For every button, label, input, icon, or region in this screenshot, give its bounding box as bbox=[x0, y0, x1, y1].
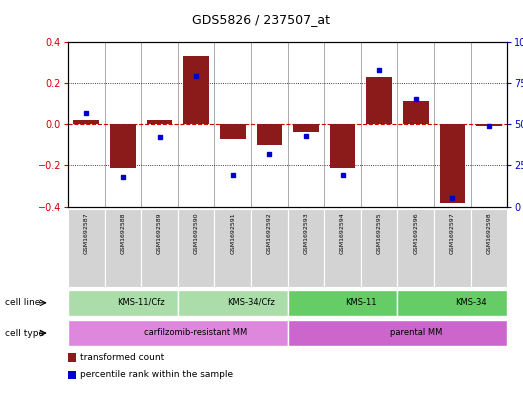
Bar bbox=[366, 77, 392, 124]
Bar bbox=[220, 124, 246, 139]
Text: KMS-11/Cfz: KMS-11/Cfz bbox=[117, 298, 165, 307]
Text: GSM1692590: GSM1692590 bbox=[194, 213, 199, 254]
Text: GSM1692597: GSM1692597 bbox=[450, 213, 455, 254]
Bar bbox=[68, 320, 288, 346]
Text: GSM1692591: GSM1692591 bbox=[230, 213, 235, 254]
Text: cell type: cell type bbox=[5, 329, 44, 338]
Text: parental MM: parental MM bbox=[390, 328, 442, 337]
Text: cell line: cell line bbox=[5, 298, 41, 307]
Bar bbox=[324, 209, 361, 287]
Bar bbox=[293, 124, 319, 132]
Text: GSM1692598: GSM1692598 bbox=[486, 213, 492, 254]
Text: KMS-34/Cfz: KMS-34/Cfz bbox=[227, 298, 275, 307]
Text: KMS-34: KMS-34 bbox=[455, 298, 486, 307]
Bar bbox=[68, 290, 178, 316]
Bar bbox=[397, 290, 507, 316]
Bar bbox=[403, 101, 429, 124]
Bar bbox=[68, 353, 76, 362]
Bar bbox=[288, 209, 324, 287]
Text: GSM1692595: GSM1692595 bbox=[377, 213, 382, 254]
Bar bbox=[105, 209, 141, 287]
Text: carfilzomib-resistant MM: carfilzomib-resistant MM bbox=[144, 328, 248, 337]
Bar bbox=[178, 209, 214, 287]
Bar bbox=[471, 209, 507, 287]
Bar bbox=[68, 209, 105, 287]
Bar bbox=[110, 124, 136, 167]
Bar bbox=[178, 290, 288, 316]
Bar bbox=[214, 209, 251, 287]
Bar bbox=[476, 124, 502, 126]
Bar bbox=[361, 209, 397, 287]
Bar bbox=[288, 320, 507, 346]
Bar bbox=[251, 209, 288, 287]
Bar bbox=[330, 124, 356, 167]
Text: GSM1692588: GSM1692588 bbox=[120, 213, 126, 254]
Text: GDS5826 / 237507_at: GDS5826 / 237507_at bbox=[192, 13, 331, 26]
Bar bbox=[439, 124, 465, 203]
Bar bbox=[73, 120, 99, 124]
Bar bbox=[257, 124, 282, 145]
Bar bbox=[288, 290, 397, 316]
Text: GSM1692594: GSM1692594 bbox=[340, 213, 345, 254]
Text: GSM1692596: GSM1692596 bbox=[413, 213, 418, 254]
Text: GSM1692593: GSM1692593 bbox=[303, 213, 309, 254]
Text: GSM1692587: GSM1692587 bbox=[84, 213, 89, 254]
Bar bbox=[397, 209, 434, 287]
Bar bbox=[434, 209, 471, 287]
Text: KMS-11: KMS-11 bbox=[345, 298, 377, 307]
Bar bbox=[184, 56, 209, 124]
Text: GSM1692592: GSM1692592 bbox=[267, 213, 272, 254]
Text: GSM1692589: GSM1692589 bbox=[157, 213, 162, 254]
Text: percentile rank within the sample: percentile rank within the sample bbox=[81, 371, 233, 379]
Bar bbox=[146, 120, 173, 124]
Bar bbox=[141, 209, 178, 287]
Bar bbox=[68, 371, 76, 379]
Text: transformed count: transformed count bbox=[81, 353, 165, 362]
